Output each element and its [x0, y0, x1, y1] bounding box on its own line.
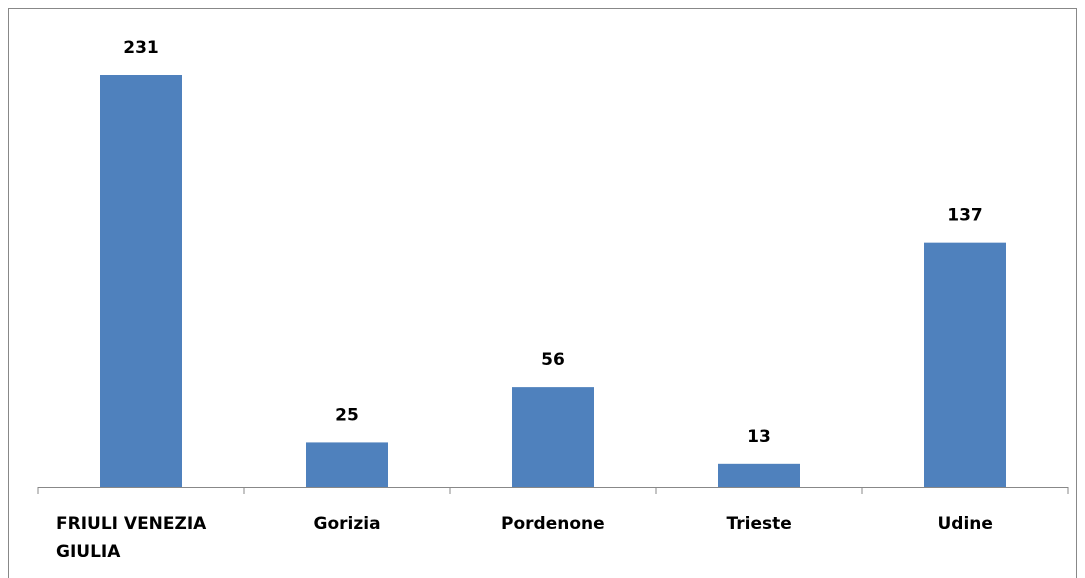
bar — [306, 442, 388, 487]
bar — [718, 463, 800, 487]
x-tick-label: Gorizia — [313, 514, 381, 534]
value-label: 25 — [335, 405, 359, 425]
x-tick-label: FRIULI VENEZIA GIULIA — [56, 514, 207, 562]
bar — [924, 242, 1006, 487]
value-label: 231 — [123, 38, 159, 58]
x-tick-label: Trieste — [726, 514, 792, 534]
bar — [512, 387, 594, 487]
bar — [100, 75, 182, 487]
value-label: 56 — [541, 350, 565, 370]
chart-frame — [8, 8, 1077, 578]
x-tick-label: Udine — [937, 514, 993, 534]
value-label: 13 — [747, 427, 771, 447]
x-tick-label: Pordenone — [501, 514, 605, 534]
value-label: 137 — [947, 206, 983, 226]
